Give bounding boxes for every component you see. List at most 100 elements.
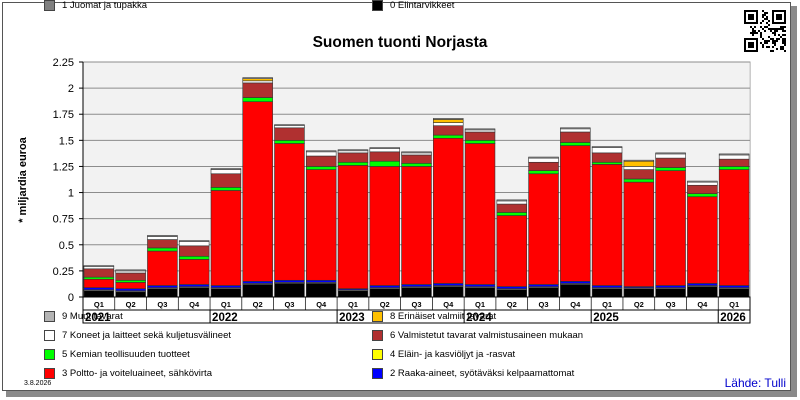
x-tick-label: Q4	[570, 300, 581, 309]
bar-stack	[369, 147, 400, 298]
y-tick-label: 1.25	[53, 161, 74, 173]
qr-module	[780, 48, 782, 50]
bar-segment-7	[591, 147, 623, 154]
source-label: Lähde: Tulli	[724, 376, 786, 390]
qr-module	[774, 30, 776, 32]
bar-segment-5	[369, 160, 400, 167]
bars	[83, 77, 750, 298]
qr-module	[778, 34, 780, 36]
bar-segment-7	[115, 270, 146, 274]
bar-segment-5	[83, 276, 115, 280]
bar-segment-9	[496, 199, 528, 202]
qr-module	[778, 38, 780, 40]
bar-segment-9	[464, 128, 496, 131]
year-label: 2021	[85, 312, 111, 324]
bar-segment-0	[147, 288, 178, 298]
bar-stack	[305, 150, 337, 298]
bar-segment-5	[305, 166, 337, 170]
bar-stack	[210, 168, 242, 298]
bar-segment-0	[718, 288, 750, 298]
bar-segment-7	[401, 152, 432, 156]
y-tick-label: 1	[68, 188, 74, 200]
bar-segment-2	[178, 284, 210, 287]
legend-item-7: 7 Koneet ja laitteet sekä kuljetusväline…	[44, 330, 231, 341]
qr-module	[774, 34, 776, 36]
x-tick-label: Q3	[411, 300, 421, 309]
legend-item-6: 6 Valmistetut tavarat valmistusaineen mu…	[372, 330, 583, 341]
x-tick-label: Q2	[507, 300, 517, 309]
y-tick-label: 2.25	[53, 57, 74, 69]
legend-swatch	[372, 0, 383, 11]
legend-swatch	[372, 349, 383, 360]
qr-module	[782, 28, 784, 30]
bar-segment-5	[623, 178, 655, 183]
legend-swatch	[44, 0, 55, 11]
bar-segment-6	[369, 151, 400, 162]
bar-segment-3	[718, 169, 750, 286]
qr-module	[774, 28, 776, 30]
bar-segment-6	[718, 158, 750, 167]
bar-segment-2	[210, 285, 242, 288]
qr-module	[762, 10, 764, 12]
bar-segment-6	[210, 173, 242, 188]
bar-segment-7	[305, 151, 337, 157]
legend-label: 1 Juomat ja tupakka	[62, 0, 148, 11]
bar-stack	[401, 151, 432, 298]
bar-segment-6	[83, 268, 115, 278]
bar-segment-3	[528, 173, 559, 285]
bar-segment-6	[115, 272, 146, 281]
legend-swatch	[372, 330, 383, 341]
bar-segment-0	[401, 287, 432, 298]
year-label: 2025	[593, 312, 619, 324]
y-tick-label: 0.75	[53, 214, 74, 226]
bar-segment-3	[305, 169, 337, 281]
qr-module	[782, 30, 784, 32]
qr-module	[768, 20, 770, 22]
bar-segment-9	[305, 150, 337, 153]
bar-segment-9	[401, 151, 432, 154]
bar-segment-5	[464, 140, 496, 144]
bar-segment-2	[496, 286, 528, 289]
y-tick-label: 0.25	[53, 266, 74, 278]
bar-segment-3	[623, 181, 655, 287]
qr-module	[770, 50, 772, 52]
x-tick-label: Q3	[666, 300, 676, 309]
qr-module	[776, 30, 778, 32]
bar-segment-6	[274, 127, 305, 141]
bar-segment-5	[718, 166, 750, 170]
bar-segment-2	[560, 281, 591, 284]
qr-module	[752, 28, 754, 30]
bar-segment-3	[401, 166, 432, 285]
qr-module	[780, 26, 782, 28]
qr-module	[772, 50, 774, 52]
bar-segment-0	[464, 287, 496, 298]
qr-module	[782, 34, 784, 36]
qr-module	[780, 28, 782, 30]
bar-segment-3	[83, 278, 115, 288]
legend-item-5: 5 Kemian teollisuuden tuotteet	[44, 349, 190, 360]
bar-segment-9	[718, 153, 750, 156]
bar-segment-6	[528, 161, 559, 171]
qr-module	[772, 42, 774, 44]
bar-segment-0	[528, 287, 559, 298]
bar-segment-2	[464, 284, 496, 287]
qr-module	[776, 40, 778, 42]
qr-module	[750, 26, 752, 28]
bar-segment-0	[591, 288, 623, 298]
qr-module	[770, 30, 772, 32]
bar-segment-7	[337, 150, 369, 154]
x-tick-label: Q3	[157, 300, 167, 309]
bar-segment-0	[560, 284, 591, 298]
bar-segment-3	[115, 282, 146, 289]
bar-segment-9	[178, 240, 210, 242]
bar-segment-6	[591, 152, 623, 163]
bar-segment-8	[242, 78, 273, 82]
bar-stack	[83, 265, 115, 298]
qr-module	[766, 40, 768, 42]
year-label: 2022	[212, 312, 238, 324]
bar-segment-6	[242, 82, 273, 98]
qr-module	[772, 28, 774, 30]
qr-module	[760, 32, 762, 34]
qr-module	[752, 30, 754, 32]
qr-module	[778, 28, 780, 30]
